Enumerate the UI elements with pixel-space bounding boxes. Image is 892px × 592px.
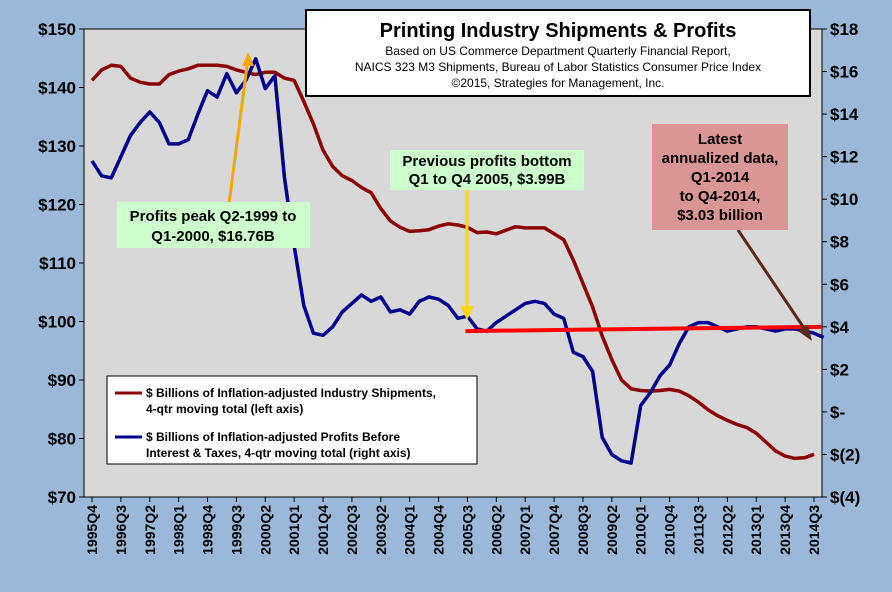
title-box: Printing Industry Shipments & Profits Ba… xyxy=(305,9,811,97)
right-tick-label: $2 xyxy=(830,360,849,379)
annotation-latest-line-1: Latest xyxy=(698,131,742,148)
left-tick-label: $100 xyxy=(38,313,76,332)
series-line-shipments xyxy=(90,63,815,461)
right-tick-label: $8 xyxy=(830,233,849,252)
legend: $ Billions of Inflation-adjusted Industr… xyxy=(106,375,478,465)
chart-subtitle-line-1: Based on US Commerce Department Quarterl… xyxy=(385,44,730,58)
series-layer xyxy=(90,57,825,465)
right-tick-label: $16 xyxy=(830,63,858,82)
right-tick-label: $14 xyxy=(830,105,859,124)
right-tick-label: $18 xyxy=(830,20,858,39)
annotation-bottom: Previous profits bottom Q1 to Q4 2005, $… xyxy=(390,150,584,320)
x-tick-label: 1995Q4 xyxy=(84,505,100,555)
right-tick-label: $(2) xyxy=(830,445,860,464)
x-tick-label: 2010Q1 xyxy=(633,505,649,555)
annotation-peak: Profits peak Q2-1999 to Q1-2000, $16.76B xyxy=(117,52,310,248)
x-tick-label: 2005Q3 xyxy=(459,505,475,555)
left-tick-label: $120 xyxy=(38,196,76,215)
left-tick-label: $130 xyxy=(38,137,76,156)
left-tick-label: $70 xyxy=(48,488,76,507)
x-tick-label: 2013Q1 xyxy=(748,505,764,555)
legend-label-profits-line-1: $ Billions of Inflation-adjusted Profits… xyxy=(146,430,400,444)
x-tick-label: 2001Q1 xyxy=(286,505,302,555)
x-tick-label: 1997Q2 xyxy=(142,505,158,555)
annotation-bottom-line-1: Previous profits bottom xyxy=(402,153,571,170)
x-tick-label: 2010Q4 xyxy=(662,505,678,555)
right-tick-label: $(4) xyxy=(830,488,860,507)
annotation-latest-line-4: to Q4-2014, xyxy=(680,188,761,205)
right-tick-label: $6 xyxy=(830,275,849,294)
series-line-profits xyxy=(90,57,825,465)
right-axis-ticks: $(4) $(2) $- $2 $4 $6 $8 $10 $12 $14 $16 $18 xyxy=(822,20,860,507)
x-tick-label: 2007Q4 xyxy=(546,505,562,555)
x-tick-label: 2009Q2 xyxy=(604,505,620,555)
left-axis-ticks: $70 $80 $90 $100 $110 $120 $130 $140 $150 xyxy=(38,20,84,507)
left-tick-label: $80 xyxy=(48,430,76,449)
annotation-peak-line-1: Profits peak Q2-1999 to xyxy=(130,208,297,225)
x-tick-label: 1999Q3 xyxy=(228,505,244,555)
x-tick-label: 2006Q2 xyxy=(488,505,504,555)
x-tick-label: 2013Q4 xyxy=(777,505,793,555)
right-tick-label: $4 xyxy=(830,318,849,337)
annotation-latest-line-5: $3.03 billion xyxy=(677,207,763,224)
x-tick-label: 2002Q3 xyxy=(344,505,360,555)
right-tick-label: $12 xyxy=(830,148,858,167)
left-tick-label: $140 xyxy=(38,79,76,98)
legend-label-shipments-line-2: 4-qtr moving total (left axis) xyxy=(146,402,303,416)
legend-label-shipments-line-1: $ Billions of Inflation-adjusted Industr… xyxy=(146,386,436,400)
annotation-latest: Latest annualized data, Q1-2014 to Q4-20… xyxy=(652,124,812,341)
trend-line xyxy=(465,324,823,334)
x-tick-label: 2007Q1 xyxy=(517,505,533,555)
left-tick-label: $110 xyxy=(39,254,76,273)
x-tick-label: 2008Q3 xyxy=(575,505,591,555)
x-tick-label: 1996Q3 xyxy=(113,505,129,555)
x-tick-label: 2012Q2 xyxy=(719,505,735,555)
annotation-latest-line-3: Q1-2014 xyxy=(691,169,750,186)
chart-subtitle-line-3: ©2015, Strategies for Management, Inc. xyxy=(452,76,665,90)
x-tick-label: 2011Q3 xyxy=(690,505,706,554)
chart-subtitle-line-2: NAICS 323 M3 Shipments, Bureau of Labor … xyxy=(355,60,761,74)
right-tick-label: $10 xyxy=(830,190,858,209)
x-tick-label: 2014Q3 xyxy=(806,505,822,555)
annotation-bottom-line-2: Q1 to Q4 2005, $3.99B xyxy=(409,171,566,188)
legend-label-profits-line-2: Interest & Taxes, 4-qtr moving total (ri… xyxy=(146,446,411,460)
left-tick-label: $90 xyxy=(48,371,76,390)
x-axis-ticks: 1995Q4 1996Q3 1997Q2 1998Q1 1998Q4 1999Q3 2000… xyxy=(84,497,822,555)
chart-title: Printing Industry Shipments & Profits xyxy=(380,20,737,42)
x-tick-label: 2000Q2 xyxy=(257,505,273,555)
right-tick-label: $- xyxy=(830,403,845,422)
x-tick-label: 2001Q4 xyxy=(315,505,331,555)
annotation-latest-line-2: annualized data, xyxy=(662,150,779,167)
x-tick-label: 2004Q4 xyxy=(431,505,447,555)
annotation-peak-line-2: Q1-2000, $16.76B xyxy=(151,228,275,245)
x-tick-label: 2003Q2 xyxy=(373,505,389,555)
left-tick-label: $150 xyxy=(38,20,76,39)
x-tick-label: 1998Q1 xyxy=(171,505,187,555)
x-tick-label: 1998Q4 xyxy=(200,505,216,555)
x-tick-label: 2004Q1 xyxy=(402,505,418,555)
